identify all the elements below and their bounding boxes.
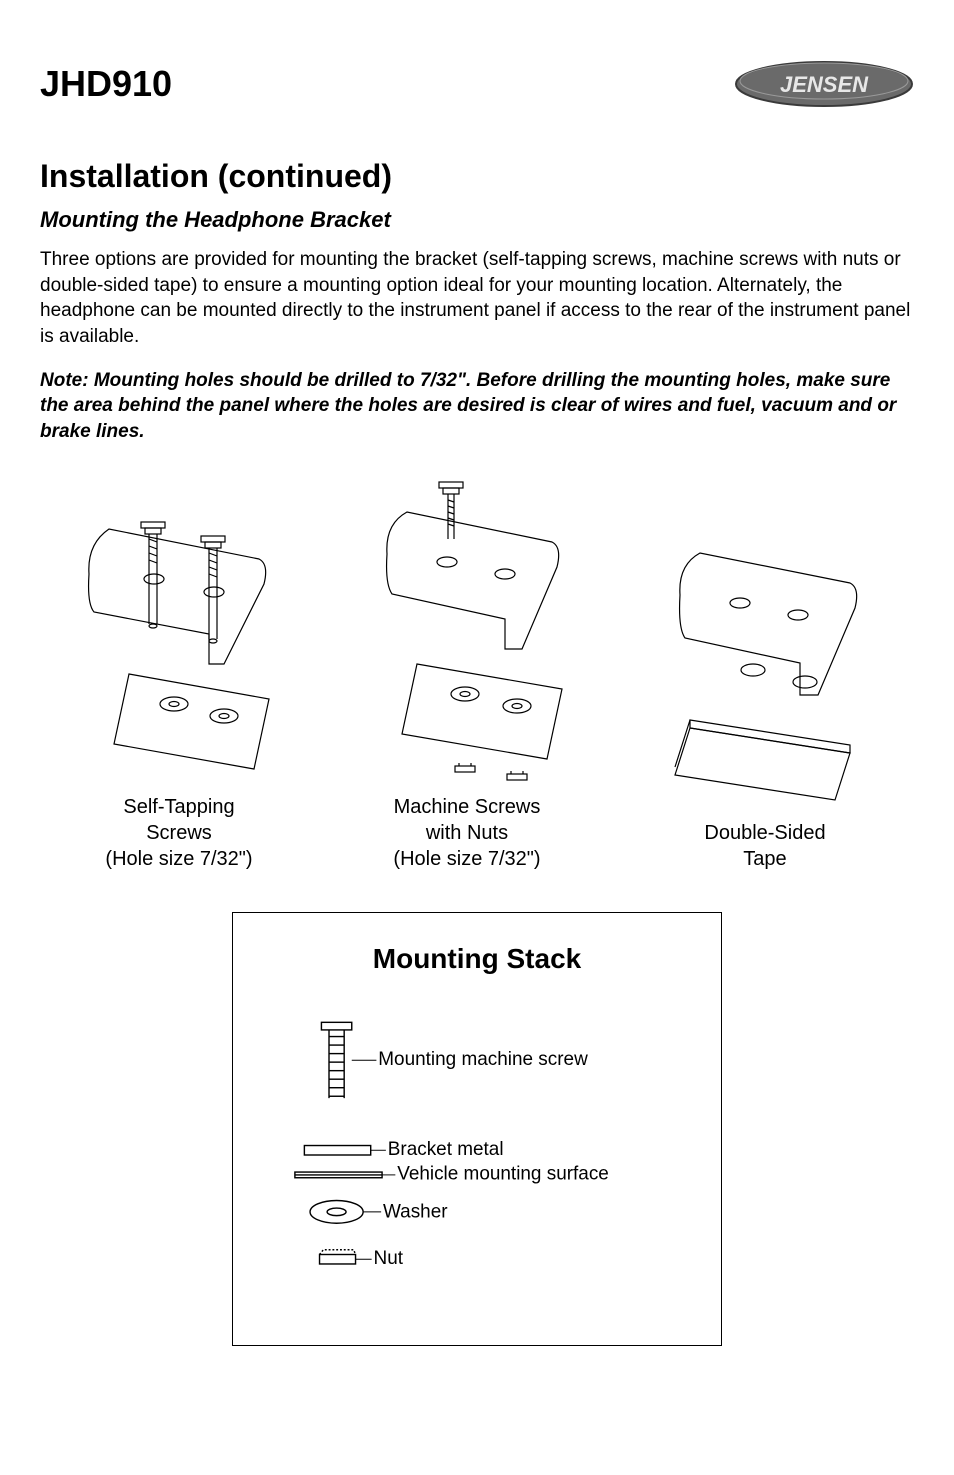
mounting-options-row: Self-Tapping Screws (Hole size 7/32") [40, 474, 914, 872]
model-number: JHD910 [40, 63, 172, 105]
mounting-stack-box: Mounting Stack [232, 912, 722, 1346]
section-title: Installation (continued) [40, 158, 914, 195]
self-tapping-diagram [59, 504, 299, 784]
mounting-stack-diagram: Mounting machine screw Bracket metal Veh… [293, 1005, 691, 1305]
svg-text:JENSEN: JENSEN [780, 72, 869, 97]
option2-label: Machine Screws with Nuts (Hole size 7/32… [393, 794, 540, 872]
option1-label: Self-Tapping Screws (Hole size 7/32") [105, 794, 252, 872]
tape-diagram [635, 520, 895, 810]
note-paragraph: Note: Mounting holes should be drilled t… [40, 368, 914, 445]
option-tape: Double-Sided Tape [635, 520, 895, 872]
svg-text:Bracket metal: Bracket metal [388, 1139, 504, 1160]
subsection-title: Mounting the Headphone Bracket [40, 207, 914, 233]
body-paragraph: Three options are provided for mounting … [40, 247, 914, 350]
machine-screws-diagram [337, 474, 597, 784]
jensen-logo: JENSEN [734, 60, 914, 108]
mounting-stack-title: Mounting Stack [263, 943, 691, 975]
option-self-tapping: Self-Tapping Screws (Hole size 7/32") [59, 504, 299, 872]
svg-text:Vehicle mounting surface: Vehicle mounting surface [397, 1164, 609, 1185]
svg-text:Washer: Washer [383, 1202, 448, 1223]
svg-text:Mounting machine screw: Mounting machine screw [378, 1049, 588, 1070]
option3-label: Double-Sided Tape [704, 820, 825, 872]
option-machine-screws: Machine Screws with Nuts (Hole size 7/32… [337, 474, 597, 872]
svg-text:Nut: Nut [374, 1248, 404, 1269]
